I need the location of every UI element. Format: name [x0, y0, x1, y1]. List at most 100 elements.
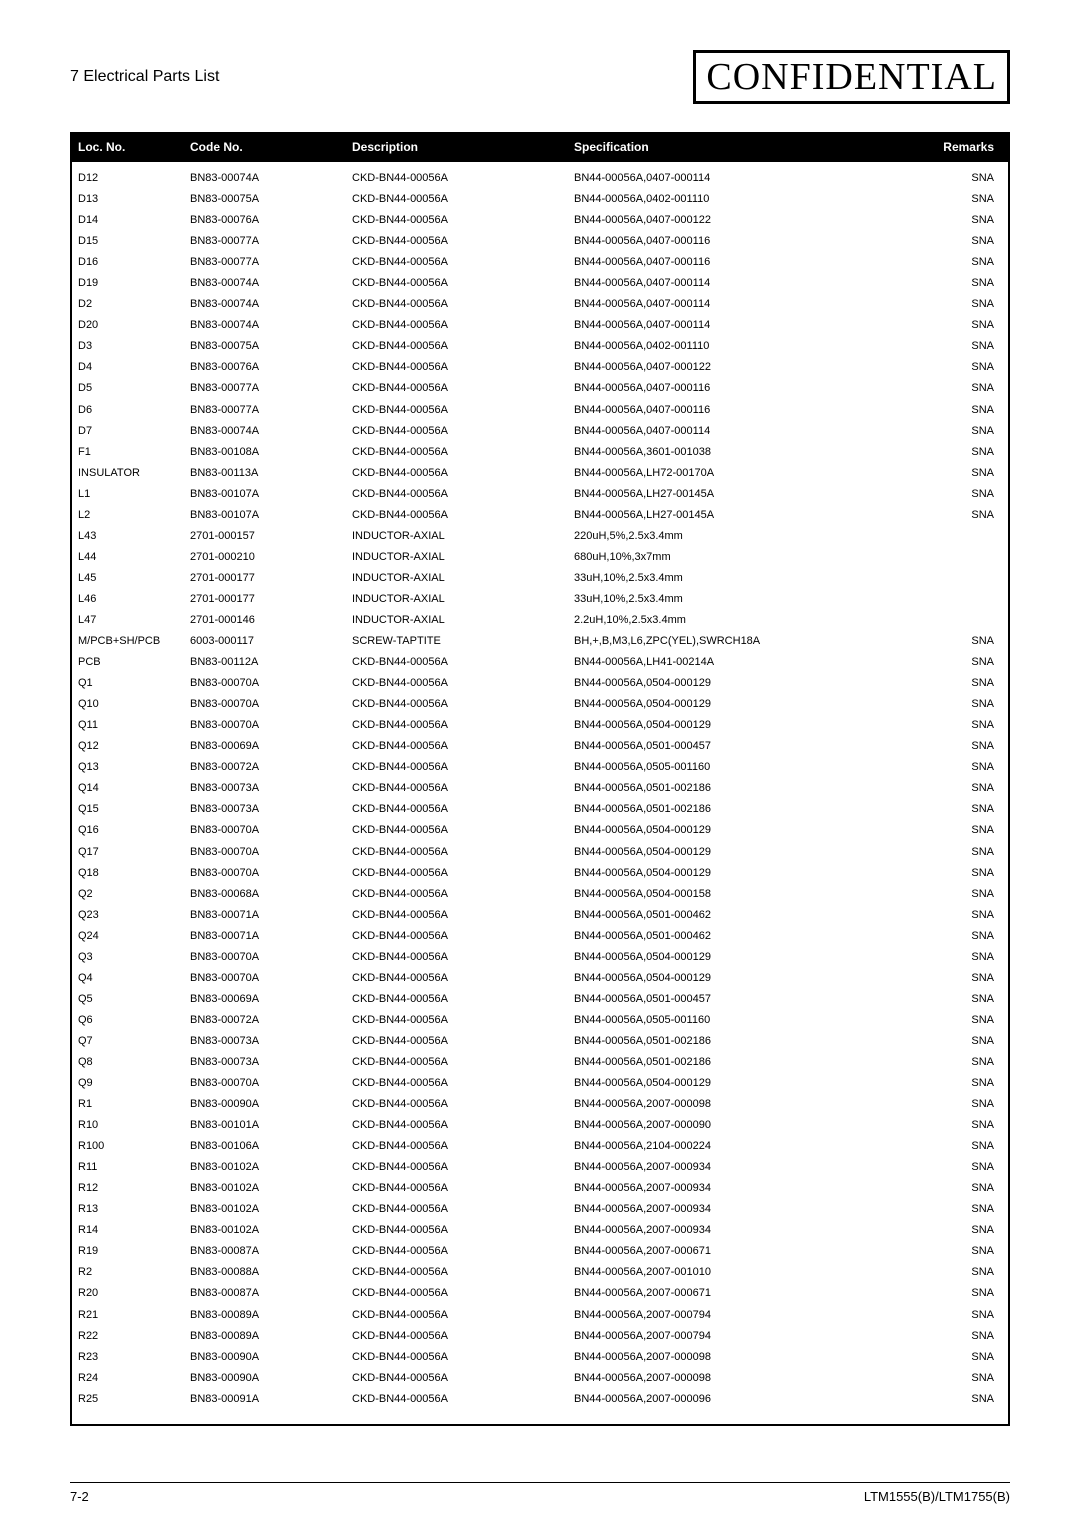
cell-code: BN83-00073A [184, 778, 346, 799]
cell-desc: CKD-BN44-00056A [346, 757, 568, 778]
cell-spec: BN44-00056A,2007-001010 [568, 1262, 890, 1283]
cell-spec: 680uH,10%,3x7mm [568, 547, 890, 568]
cell-loc: R21 [71, 1305, 184, 1326]
cell-desc: CKD-BN44-00056A [346, 1178, 568, 1199]
cell-code: BN83-00107A [184, 484, 346, 505]
table-row: Q12BN83-00069ACKD-BN44-00056ABN44-00056A… [71, 736, 1009, 757]
cell-code: BN83-00070A [184, 842, 346, 863]
table-row: R19BN83-00087ACKD-BN44-00056ABN44-00056A… [71, 1241, 1009, 1262]
cell-spec: BN44-00056A,0501-002186 [568, 1052, 890, 1073]
cell-loc: Q10 [71, 694, 184, 715]
cell-code: BN83-00077A [184, 400, 346, 421]
cell-spec: BN44-00056A,0407-000114 [568, 273, 890, 294]
cell-desc: CKD-BN44-00056A [346, 694, 568, 715]
cell-code: 2701-000210 [184, 547, 346, 568]
cell-remarks: SNA [890, 1220, 1009, 1241]
cell-remarks: SNA [890, 442, 1009, 463]
cell-remarks: SNA [890, 357, 1009, 378]
table-row: PCBBN83-00112ACKD-BN44-00056ABN44-00056A… [71, 652, 1009, 673]
cell-loc: L47 [71, 610, 184, 631]
cell-remarks: SNA [890, 757, 1009, 778]
cell-spec: BN44-00056A,2007-000671 [568, 1241, 890, 1262]
model-footer: LTM1555(B)/LTM1755(B) [864, 1489, 1010, 1504]
cell-loc: Q16 [71, 820, 184, 841]
cell-code: BN83-00073A [184, 1031, 346, 1052]
table-row: D12BN83-00074ACKD-BN44-00056ABN44-00056A… [71, 162, 1009, 189]
cell-loc: D20 [71, 315, 184, 336]
cell-desc: CKD-BN44-00056A [346, 400, 568, 421]
cell-desc: CKD-BN44-00056A [346, 1199, 568, 1220]
cell-desc: CKD-BN44-00056A [346, 715, 568, 736]
cell-spec: BN44-00056A,2007-000098 [568, 1368, 890, 1389]
cell-remarks [890, 589, 1009, 610]
cell-loc: F1 [71, 442, 184, 463]
th-spec: Specification [568, 132, 890, 162]
cell-code: BN83-00074A [184, 315, 346, 336]
cell-desc: CKD-BN44-00056A [346, 231, 568, 252]
cell-code: BN83-00073A [184, 1052, 346, 1073]
cell-spec: BN44-00056A,0501-000462 [568, 926, 890, 947]
table-row: Q24BN83-00071ACKD-BN44-00056ABN44-00056A… [71, 926, 1009, 947]
cell-desc: CKD-BN44-00056A [346, 820, 568, 841]
cell-code: BN83-00108A [184, 442, 346, 463]
cell-code: BN83-00069A [184, 736, 346, 757]
cell-spec: BN44-00056A,0407-000122 [568, 357, 890, 378]
cell-remarks: SNA [890, 1347, 1009, 1368]
cell-spec: BN44-00056A,2007-000794 [568, 1305, 890, 1326]
cell-code: BN83-00070A [184, 673, 346, 694]
cell-remarks: SNA [890, 1389, 1009, 1425]
cell-desc: CKD-BN44-00056A [346, 294, 568, 315]
cell-desc: CKD-BN44-00056A [346, 1326, 568, 1347]
cell-spec: BN44-00056A,0501-000462 [568, 905, 890, 926]
cell-spec: BN44-00056A,2007-000096 [568, 1389, 890, 1425]
cell-desc: SCREW-TAPTITE [346, 631, 568, 652]
cell-loc: R22 [71, 1326, 184, 1347]
cell-code: BN83-00073A [184, 799, 346, 820]
cell-spec: BN44-00056A,0501-002186 [568, 778, 890, 799]
cell-code: BN83-00113A [184, 463, 346, 484]
cell-loc: D2 [71, 294, 184, 315]
cell-desc: INDUCTOR-AXIAL [346, 526, 568, 547]
cell-loc: D14 [71, 210, 184, 231]
cell-remarks: SNA [890, 1094, 1009, 1115]
page-number: 7-2 [70, 1489, 89, 1504]
table-row: L432701-000157INDUCTOR-AXIAL220uH,5%,2.5… [71, 526, 1009, 547]
table-row: R2BN83-00088ACKD-BN44-00056ABN44-00056A,… [71, 1262, 1009, 1283]
cell-remarks: SNA [890, 400, 1009, 421]
cell-loc: D6 [71, 400, 184, 421]
cell-remarks: SNA [890, 715, 1009, 736]
cell-loc: L46 [71, 589, 184, 610]
cell-code: BN83-00074A [184, 421, 346, 442]
table-row: D3BN83-00075ACKD-BN44-00056ABN44-00056A,… [71, 336, 1009, 357]
table-row: R1BN83-00090ACKD-BN44-00056ABN44-00056A,… [71, 1094, 1009, 1115]
cell-spec: BN44-00056A,2007-000934 [568, 1157, 890, 1178]
table-row: Q4BN83-00070ACKD-BN44-00056ABN44-00056A,… [71, 968, 1009, 989]
cell-remarks: SNA [890, 1010, 1009, 1031]
table-row: L442701-000210INDUCTOR-AXIAL680uH,10%,3x… [71, 547, 1009, 568]
table-row: D2BN83-00074ACKD-BN44-00056ABN44-00056A,… [71, 294, 1009, 315]
cell-desc: CKD-BN44-00056A [346, 357, 568, 378]
cell-remarks: SNA [890, 1136, 1009, 1157]
cell-remarks: SNA [890, 463, 1009, 484]
cell-loc: L45 [71, 568, 184, 589]
table-row: Q2BN83-00068ACKD-BN44-00056ABN44-00056A,… [71, 884, 1009, 905]
cell-desc: CKD-BN44-00056A [346, 736, 568, 757]
cell-spec: BN44-00056A,2007-000934 [568, 1220, 890, 1241]
table-row: R100BN83-00106ACKD-BN44-00056ABN44-00056… [71, 1136, 1009, 1157]
cell-remarks: SNA [890, 694, 1009, 715]
th-desc: Description [346, 132, 568, 162]
cell-loc: Q17 [71, 842, 184, 863]
cell-desc: CKD-BN44-00056A [346, 1220, 568, 1241]
cell-desc: CKD-BN44-00056A [346, 863, 568, 884]
cell-spec: BN44-00056A,0501-002186 [568, 799, 890, 820]
cell-code: BN83-00087A [184, 1241, 346, 1262]
cell-desc: CKD-BN44-00056A [346, 947, 568, 968]
cell-spec: BN44-00056A,0505-001160 [568, 757, 890, 778]
cell-loc: D7 [71, 421, 184, 442]
table-row: D5BN83-00077ACKD-BN44-00056ABN44-00056A,… [71, 378, 1009, 399]
cell-loc: R23 [71, 1347, 184, 1368]
cell-loc: R14 [71, 1220, 184, 1241]
cell-spec: BN44-00056A,LH41-00214A [568, 652, 890, 673]
cell-desc: INDUCTOR-AXIAL [346, 568, 568, 589]
table-row: Q13BN83-00072ACKD-BN44-00056ABN44-00056A… [71, 757, 1009, 778]
